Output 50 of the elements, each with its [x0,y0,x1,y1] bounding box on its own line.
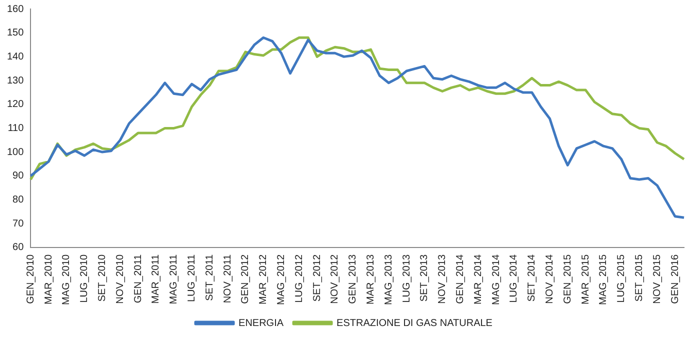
x-tick-label: GEN_2011 [132,254,144,304]
y-tick-label: 110 [8,122,24,134]
y-tick-label: 160 [6,4,24,15]
x-tick-label: NOV_2015 [652,254,663,304]
y-tick-label: 150 [6,28,24,39]
legend-label: ESTRAZIONE DI GAS NATURALE [336,318,493,329]
x-tick-label: SET_2010 [97,254,108,302]
y-tick-label: 140 [6,51,24,62]
x-tick-label: NOV_2011 [222,254,234,304]
x-tick-label: MAG_2013 [383,254,394,306]
x-tick-label: MAR_2010 [43,254,54,304]
x-tick-label: GEN_2010 [25,254,36,304]
x-tick-label: NOV_2010 [114,254,126,304]
x-tick-label: SET_2013 [419,254,430,302]
y-tick-label: 130 [6,75,24,86]
x-tick-label: GEN_2014 [455,254,466,304]
x-tick-label: MAR_2015 [580,254,592,304]
x-tick-label: GEN_2013 [348,254,359,304]
y-tick-label: 100 [6,146,24,158]
x-tick-label: LUG_2013 [401,254,412,303]
x-tick-label: MAG_2015 [598,254,610,306]
x-tick-label: MAR_2014 [472,254,484,304]
x-tick-label: MAR_2011 [150,254,162,304]
x-tick-label: GEN_2012 [240,254,252,304]
x-tick-label: SET_2014 [526,254,538,302]
x-tick-label: LUG_2015 [616,254,628,303]
y-tick-label: 60 [12,242,24,254]
x-tick-label: SET_2011 [204,254,216,301]
y-tick-label: 80 [12,194,24,206]
x-tick-label: MAG_2012 [276,254,288,306]
x-tick-label: MAG_2010 [61,254,72,306]
x-tick-label: LUG_2010 [79,254,90,303]
y-tick-label: 70 [12,218,24,230]
x-tick-label: GEN_2016 [670,254,681,304]
legend-label: ENERGIA [238,318,284,329]
x-tick-label: MAR_2012 [258,254,270,304]
x-tick-label: GEN_2015 [562,254,574,304]
y-tick-label: 120 [6,99,24,110]
x-tick-label: LUG_2012 [294,254,305,303]
x-tick-label: SET_2012 [312,254,323,302]
x-tick-label: NOV_2014 [544,254,556,304]
x-tick-label: MAR_2013 [366,254,377,304]
x-tick-label: NOV_2012 [330,254,341,304]
x-tick-label: LUG_2011 [186,254,198,302]
x-tick-label: NOV_2013 [437,254,448,304]
x-tick-label: MAG_2011 [168,254,180,304]
x-tick-label: MAG_2014 [490,254,502,306]
y-tick-label: 90 [12,170,24,182]
x-tick-label: LUG_2014 [508,254,520,303]
x-tick-label: SET_2015 [634,254,645,302]
